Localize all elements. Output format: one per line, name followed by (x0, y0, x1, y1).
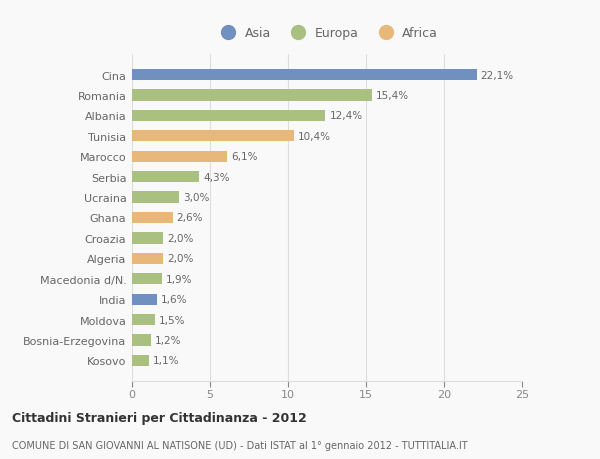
Bar (132, 314, 155, 325)
Text: 1,2%: 1,2% (155, 335, 181, 345)
Bar (132, 131, 294, 142)
Bar (132, 111, 325, 122)
Bar (132, 274, 161, 285)
Bar (132, 151, 227, 162)
Bar (132, 172, 199, 183)
Text: 4,3%: 4,3% (203, 172, 229, 182)
Bar (132, 213, 173, 224)
Text: 2,0%: 2,0% (167, 233, 193, 243)
Text: 1,5%: 1,5% (160, 315, 186, 325)
Text: 1,6%: 1,6% (161, 295, 187, 304)
Bar (132, 294, 157, 305)
Text: 1,1%: 1,1% (153, 356, 179, 365)
Legend: Asia, Europa, Africa: Asia, Europa, Africa (211, 22, 443, 45)
Bar (132, 90, 372, 101)
Bar (132, 355, 149, 366)
Text: 15,4%: 15,4% (376, 91, 409, 101)
Bar (132, 253, 163, 264)
Text: 2,6%: 2,6% (176, 213, 203, 223)
Text: 12,4%: 12,4% (329, 111, 362, 121)
Bar (132, 70, 477, 81)
Text: Cittadini Stranieri per Cittadinanza - 2012: Cittadini Stranieri per Cittadinanza - 2… (12, 412, 307, 425)
Text: 1,9%: 1,9% (166, 274, 192, 284)
Bar (132, 233, 163, 244)
Text: 6,1%: 6,1% (231, 152, 257, 162)
Text: 3,0%: 3,0% (182, 193, 209, 203)
Bar (132, 192, 179, 203)
Text: 10,4%: 10,4% (298, 132, 331, 141)
Bar (132, 335, 151, 346)
Text: 2,0%: 2,0% (167, 254, 193, 264)
Text: 22,1%: 22,1% (481, 71, 514, 80)
Text: COMUNE DI SAN GIOVANNI AL NATISONE (UD) - Dati ISTAT al 1° gennaio 2012 - TUTTIT: COMUNE DI SAN GIOVANNI AL NATISONE (UD) … (12, 440, 467, 450)
